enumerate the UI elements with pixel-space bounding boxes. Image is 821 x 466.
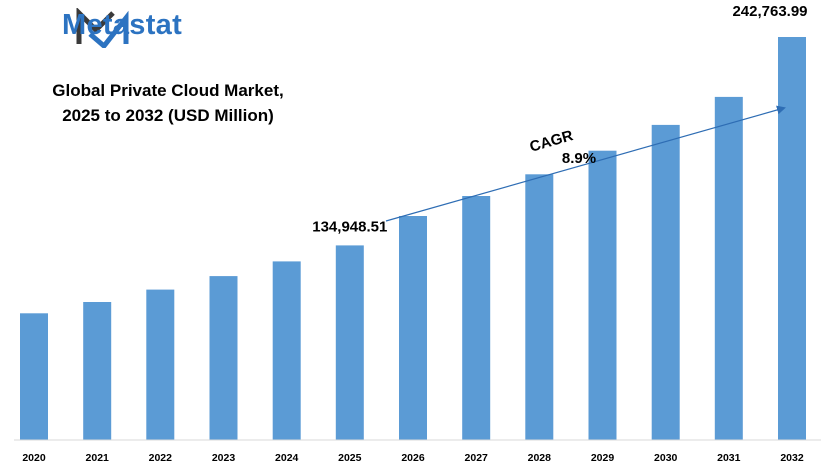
x-tick-label-2024: 2024: [275, 452, 299, 464]
bar-2028: [525, 174, 554, 441]
metastat-m-logo-icon: [76, 8, 129, 48]
x-tick-label-2020: 2020: [22, 452, 46, 464]
x-tick-label-2023: 2023: [212, 452, 236, 464]
x-tick-label-2021: 2021: [86, 452, 110, 464]
bar-2024: [272, 261, 301, 440]
cagr-arrow: [385, 105, 786, 222]
data-label-2025: 134,948.51: [312, 218, 387, 235]
bar-2030: [651, 124, 680, 441]
brand-name: Metastat: [62, 9, 183, 41]
bar-2020: [20, 313, 48, 440]
bar-2025: [335, 245, 364, 440]
x-tick-label-2028: 2028: [528, 452, 552, 464]
x-tick-label-2025: 2025: [338, 452, 362, 464]
bar-2031: [714, 96, 743, 441]
chart-title-line-2: 2025 to 2032 (USD Million): [62, 106, 274, 125]
chart-title: Global Private Cloud Market, 2025 to 203…: [18, 78, 318, 128]
bar-2027: [462, 196, 491, 440]
bar-2022: [146, 289, 175, 440]
x-tick-label-2026: 2026: [401, 452, 425, 464]
x-tick-label-2032: 2032: [780, 452, 804, 464]
cagr-value: 8.9%: [562, 150, 596, 167]
data-label-2032: 242,763.99: [732, 3, 807, 20]
bar-2032: [778, 37, 806, 440]
x-tick-label-2022: 2022: [149, 452, 173, 464]
bar-2026: [399, 216, 427, 440]
x-tick-label-2027: 2027: [465, 452, 489, 464]
bar-2021: [83, 302, 112, 440]
chart-title-line-1: Global Private Cloud Market,: [52, 81, 284, 100]
bar-2029: [588, 150, 617, 440]
x-tick-label-2030: 2030: [654, 452, 678, 464]
x-tick-label-2029: 2029: [591, 452, 615, 464]
bar-2023: [209, 276, 238, 440]
x-tick-label-2031: 2031: [717, 452, 741, 464]
